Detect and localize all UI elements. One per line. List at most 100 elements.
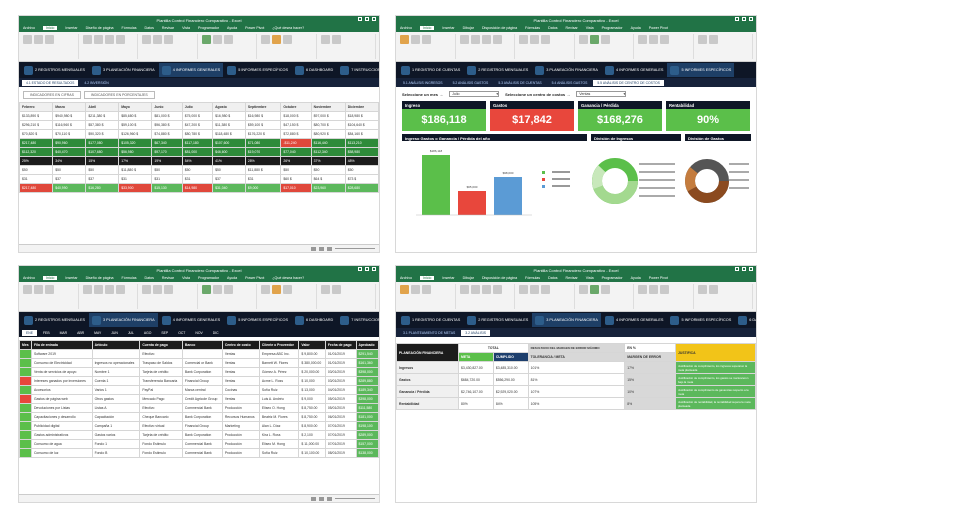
ribbon-tab[interactable]: Insertar [65, 26, 78, 30]
nav-item[interactable]: 2 REGISTROS MENSUALES [21, 63, 88, 77]
ribbon-tab[interactable]: Insertar [442, 26, 455, 30]
nav-item[interactable]: 3 PLANEACIÓN FINANCIERA [532, 63, 601, 77]
ribbon-tab[interactable]: Ayuda [630, 26, 641, 30]
ribbon-tab[interactable]: Archivo [23, 276, 35, 280]
window-controls[interactable] [358, 267, 376, 271]
month-tab[interactable]: MAY [94, 330, 102, 335]
ribbon-tab[interactable]: Datos [548, 26, 558, 30]
nav-item[interactable]: 4 INFORMES GENERALES [159, 313, 223, 327]
ribbon-tab[interactable]: ¿Qué desea hacer? [272, 26, 305, 30]
month-tab[interactable]: ABR [77, 330, 85, 335]
ribbon-tab[interactable]: Inicio [42, 26, 58, 30]
window-controls[interactable] [358, 17, 376, 21]
ribbon-tab[interactable]: Power Pivot [648, 26, 668, 30]
ribbon-tab[interactable]: Dibujar [462, 26, 474, 30]
zoom-slider[interactable] [335, 497, 375, 500]
nav-item[interactable]: 2 REGISTROS MENSUALES [464, 313, 531, 327]
ribbon-tab[interactable]: Fórmulas [525, 26, 541, 30]
indicator-tab[interactable]: INDICADORES EN PORCENTAJES [83, 91, 155, 99]
ribbon-tab[interactable]: Programador [198, 26, 220, 30]
ribbon-tab[interactable]: Revisar [161, 276, 175, 280]
ribbon-tab[interactable]: Insertar [65, 276, 78, 280]
nav-item[interactable]: 4 INFORMES GENERALES [602, 313, 666, 327]
sub-tab[interactable]: 5.2 ANÁLISIS GASTOS [452, 80, 489, 85]
ribbon-tab[interactable]: Inicio [419, 26, 435, 30]
ribbon-tab[interactable]: ¿Qué desea hacer? [272, 276, 305, 280]
nav-item[interactable]: 7 INSTRUCCIONES [337, 63, 379, 77]
ribbon-tab[interactable]: Revisar [161, 26, 175, 30]
sub-tab[interactable]: 4.1 ESTADO DE RESULTADOS [22, 79, 79, 86]
ribbon-tab[interactable]: Fórmulas [121, 276, 137, 280]
ribbon-tab[interactable]: Ayuda [227, 26, 238, 30]
nav-item[interactable]: 5 INFORMES ESPECÍFICOS [224, 63, 291, 77]
ribbon-tab[interactable]: Revisar [565, 276, 578, 280]
month-tab[interactable]: FEB [42, 330, 50, 335]
nav-item[interactable]: 2 REGISTROS MENSUALES [21, 313, 88, 327]
zoom-slider[interactable] [335, 247, 375, 250]
nav-item[interactable]: 1 REGISTRO DE CUENTAS [398, 313, 463, 327]
ribbon-tab[interactable]: Revisar [565, 26, 578, 30]
ribbon-tab[interactable]: Dibujar [462, 276, 474, 280]
ribbon-tab[interactable]: Vista [182, 26, 191, 30]
nav-item[interactable]: 7 INSTRUCCIONES [337, 313, 379, 327]
sub-tab[interactable]: 3.2 ANÁLISIS [461, 329, 490, 336]
ribbon-tab[interactable]: Disposición de página [481, 26, 518, 30]
month-tab[interactable]: JUN [111, 330, 118, 335]
month-tab[interactable]: MAR [59, 330, 68, 335]
center-selector[interactable]: Ventas ▾ [576, 91, 627, 97]
nav-item[interactable]: 6 DASHBOARD [292, 63, 336, 77]
sub-tab[interactable]: 3.1 PLANTEAMIENTO DE METAS [403, 330, 456, 335]
nav-item[interactable]: 3 PLANEACIÓN FINANCIERA [89, 313, 158, 327]
sub-tab[interactable]: 4.2 INVERSIÓN [84, 80, 109, 85]
ribbon-tab[interactable]: Datos [144, 26, 154, 30]
nav-item[interactable]: 1 REGISTRO DE CUENTAS [398, 63, 463, 77]
nav-item[interactable]: 5 INFORMES ESPECÍFICOS [667, 63, 735, 77]
month-selector[interactable]: Julio ▾ [449, 91, 500, 97]
nav-item[interactable]: 3 PLANEACIÓN FINANCIERA [532, 313, 601, 327]
ribbon-tab[interactable]: Datos [144, 276, 154, 280]
ribbon-tab[interactable]: Power Pivot [245, 26, 265, 30]
nav-item[interactable]: 6 DASHBOARD [292, 313, 336, 327]
ribbon-tab[interactable]: Archivo [400, 26, 412, 30]
nav-item[interactable]: 2 REGISTROS MENSUALES [464, 63, 531, 77]
nav-item[interactable]: 3 PLANEACIÓN FINANCIERA [89, 63, 158, 77]
ribbon-tab[interactable]: Diseño de página [85, 276, 114, 280]
nav-item[interactable]: 4 INFORMES GENERALES [602, 63, 666, 77]
nav-item[interactable]: 4 INFORMES GENERALES [158, 63, 224, 77]
ribbon-tab[interactable]: Inicio [42, 276, 58, 280]
ribbon-tab[interactable]: Insertar [442, 276, 455, 280]
month-tab[interactable]: NOV [195, 330, 203, 335]
month-tab[interactable]: AGO [143, 330, 152, 335]
ribbon-tab[interactable]: Fórmulas [525, 276, 541, 280]
ribbon-tab[interactable]: Archivo [400, 276, 412, 280]
ribbon-tab[interactable]: Ayuda [227, 276, 238, 280]
window-controls[interactable] [735, 267, 753, 271]
month-tab[interactable]: OCT [178, 330, 186, 335]
month-tab[interactable]: SEP [161, 330, 169, 335]
nav-item[interactable]: 5 INFORMES ESPECÍFICOS [224, 313, 291, 327]
sub-tab[interactable]: 5.3 ANÁLISIS DE CUENTAS [498, 80, 542, 85]
ribbon-tab[interactable]: Vista [585, 276, 594, 280]
sub-tab[interactable]: 5.1 ANÁLISIS INGRESOS [403, 80, 443, 85]
ribbon-tab[interactable]: Fórmulas [121, 26, 137, 30]
ribbon-tab[interactable]: Vista [182, 276, 191, 280]
table-row[interactable]: ENECapacitaciones y desarrolloCapacitaci… [19, 412, 379, 422]
ribbon-tab[interactable]: Inicio [419, 276, 435, 280]
ribbon-tab[interactable]: Datos [548, 276, 558, 280]
ribbon-tab[interactable]: Disposición de página [481, 276, 518, 280]
ribbon-tab[interactable]: Ayuda [630, 276, 641, 280]
ribbon-tab[interactable]: Power Pivot [245, 276, 265, 280]
ribbon-tab[interactable]: Diseño de página [85, 26, 114, 30]
ribbon-tab[interactable]: Power Pivot [648, 276, 668, 280]
sub-tab[interactable]: 5.5 ANÁLISIS DE CENTRO DE COSTOS [593, 79, 664, 86]
ribbon-tab[interactable]: Programador [601, 276, 623, 280]
nav-item[interactable]: 6 DASHBOARD [735, 313, 756, 327]
ribbon-tab[interactable]: Vista [585, 26, 594, 30]
